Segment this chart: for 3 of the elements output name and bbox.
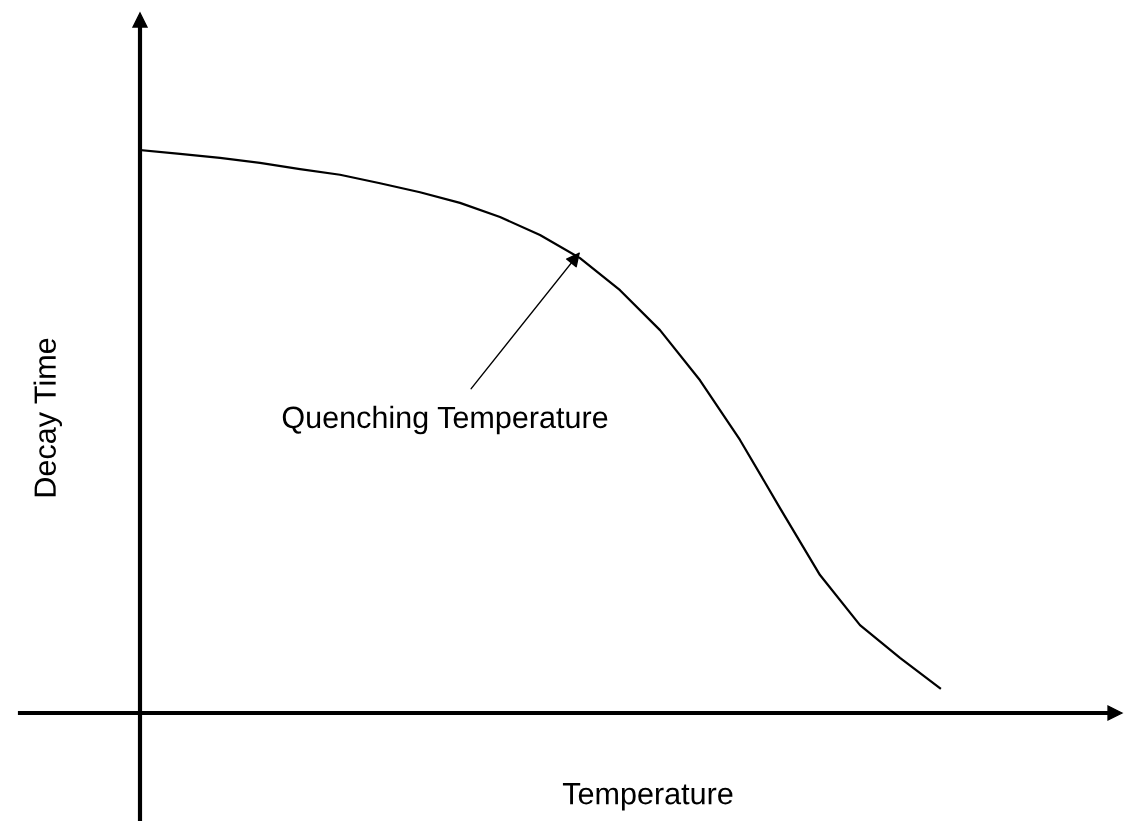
annotation: Quenching Temperature	[282, 405, 608, 435]
x-axis-title: Temperature	[562, 783, 733, 811]
y-axis-title: Decay Time	[33, 338, 62, 497]
